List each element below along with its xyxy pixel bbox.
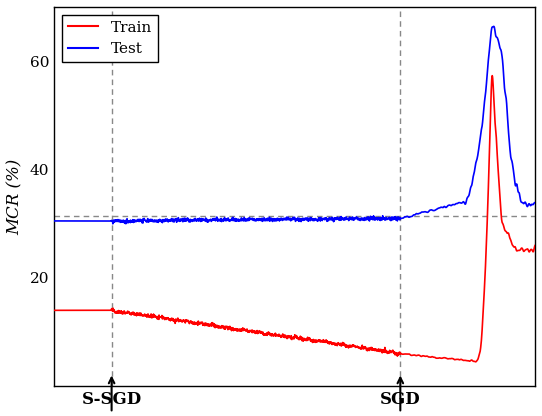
Legend: Train, Test: Train, Test bbox=[61, 15, 158, 62]
Y-axis label: MCR (%): MCR (%) bbox=[7, 158, 24, 235]
